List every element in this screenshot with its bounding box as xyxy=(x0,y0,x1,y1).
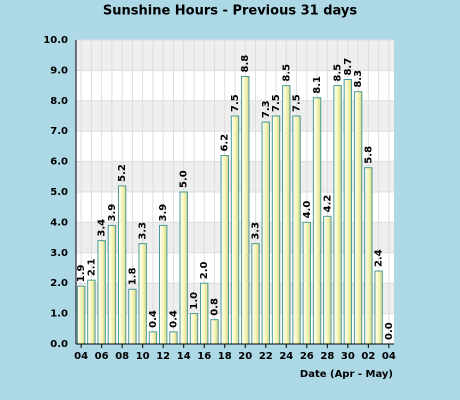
y-tick-label: 5.0 xyxy=(50,187,68,198)
value-label: 4.0 xyxy=(302,201,313,219)
x-tick-label: 02 xyxy=(361,351,375,362)
y-tick-label: 6.0 xyxy=(50,157,68,168)
x-tick-label: 22 xyxy=(259,351,273,362)
value-label: 2.0 xyxy=(199,261,210,279)
value-label: 1.9 xyxy=(76,264,87,282)
value-label: 8.5 xyxy=(281,64,292,82)
y-tick-label: 9.0 xyxy=(50,65,68,76)
bar xyxy=(251,243,260,345)
bar xyxy=(312,97,322,345)
value-label: 2.1 xyxy=(86,258,97,276)
bar xyxy=(117,185,127,345)
x-tick-label: 10 xyxy=(136,351,150,362)
y-tick-label: 3.0 xyxy=(50,248,68,259)
x-tick-label: 30 xyxy=(341,351,355,362)
value-label: 3.3 xyxy=(138,222,149,240)
bar xyxy=(179,191,188,345)
x-tick-label: 28 xyxy=(320,351,334,362)
y-tick-label: 1.0 xyxy=(50,309,68,320)
value-label: 6.2 xyxy=(220,134,231,152)
y-tick-label: 2.0 xyxy=(50,278,68,289)
bar xyxy=(333,85,342,345)
x-tick-label: 24 xyxy=(279,351,293,362)
value-label: 8.1 xyxy=(312,76,323,94)
bar xyxy=(107,224,117,345)
bar xyxy=(230,115,240,345)
value-label: 2.4 xyxy=(374,249,385,267)
value-label: 8.5 xyxy=(333,64,344,82)
y-tick-label: 10.0 xyxy=(43,35,68,46)
value-label: 0.4 xyxy=(168,310,179,328)
value-label: 5.0 xyxy=(179,170,190,188)
y-tick-label: 7.0 xyxy=(50,126,68,137)
value-label: 0.0 xyxy=(384,322,395,340)
bar xyxy=(76,285,86,345)
x-tick-label: 04 xyxy=(74,351,88,362)
bar xyxy=(374,270,383,345)
y-tick-label: 4.0 xyxy=(50,217,68,228)
bar xyxy=(323,215,332,345)
bar xyxy=(148,331,158,345)
value-label: 1.0 xyxy=(189,292,200,310)
value-label: 7.5 xyxy=(271,94,282,112)
value-label: 8.7 xyxy=(343,58,354,76)
bar xyxy=(292,115,301,345)
bar xyxy=(282,85,291,345)
value-label: 8.8 xyxy=(240,55,251,73)
value-label: 5.8 xyxy=(363,146,374,164)
bar xyxy=(128,288,137,345)
bar xyxy=(364,167,373,345)
bar xyxy=(169,331,178,345)
bar xyxy=(343,79,353,345)
y-tick-label: 0.0 xyxy=(50,339,68,350)
bar xyxy=(159,224,168,345)
x-tick-label: 08 xyxy=(115,351,129,362)
bar xyxy=(210,319,219,345)
value-label: 3.9 xyxy=(107,204,118,222)
x-tick-label: 16 xyxy=(197,351,211,362)
x-tick-label: 26 xyxy=(300,351,314,362)
value-label: 1.8 xyxy=(127,268,138,286)
bar xyxy=(302,221,311,345)
value-label: 3.9 xyxy=(158,204,169,222)
value-label: 4.2 xyxy=(322,195,333,213)
value-label: 0.8 xyxy=(209,298,220,316)
bar xyxy=(353,91,363,345)
bar xyxy=(220,155,229,345)
bar xyxy=(271,115,281,345)
value-label: 0.4 xyxy=(148,310,159,328)
bar xyxy=(261,121,270,345)
x-tick-label: 18 xyxy=(218,351,232,362)
value-label: 3.3 xyxy=(251,222,262,240)
x-axis-label: Date (Apr - May) xyxy=(300,369,393,380)
bar xyxy=(87,279,96,345)
bar xyxy=(189,313,199,345)
bar xyxy=(97,240,106,345)
bar xyxy=(241,75,250,345)
value-label: 8.3 xyxy=(353,70,364,88)
bar xyxy=(200,282,209,345)
y-tick-label: 8.0 xyxy=(50,96,68,107)
chart-title: Sunshine Hours - Previous 31 days xyxy=(103,4,357,19)
x-tick-label: 04 xyxy=(382,351,396,362)
x-tick-label: 06 xyxy=(95,351,109,362)
value-label: 3.4 xyxy=(97,219,108,237)
x-tick-label: 20 xyxy=(238,351,252,362)
bar xyxy=(138,243,147,345)
x-tick-label: 12 xyxy=(156,351,170,362)
value-label: 7.5 xyxy=(292,94,303,112)
value-label: 7.5 xyxy=(230,94,241,112)
value-label: 5.2 xyxy=(117,164,128,182)
value-label: 7.3 xyxy=(261,100,272,118)
x-tick-label: 14 xyxy=(177,351,191,362)
